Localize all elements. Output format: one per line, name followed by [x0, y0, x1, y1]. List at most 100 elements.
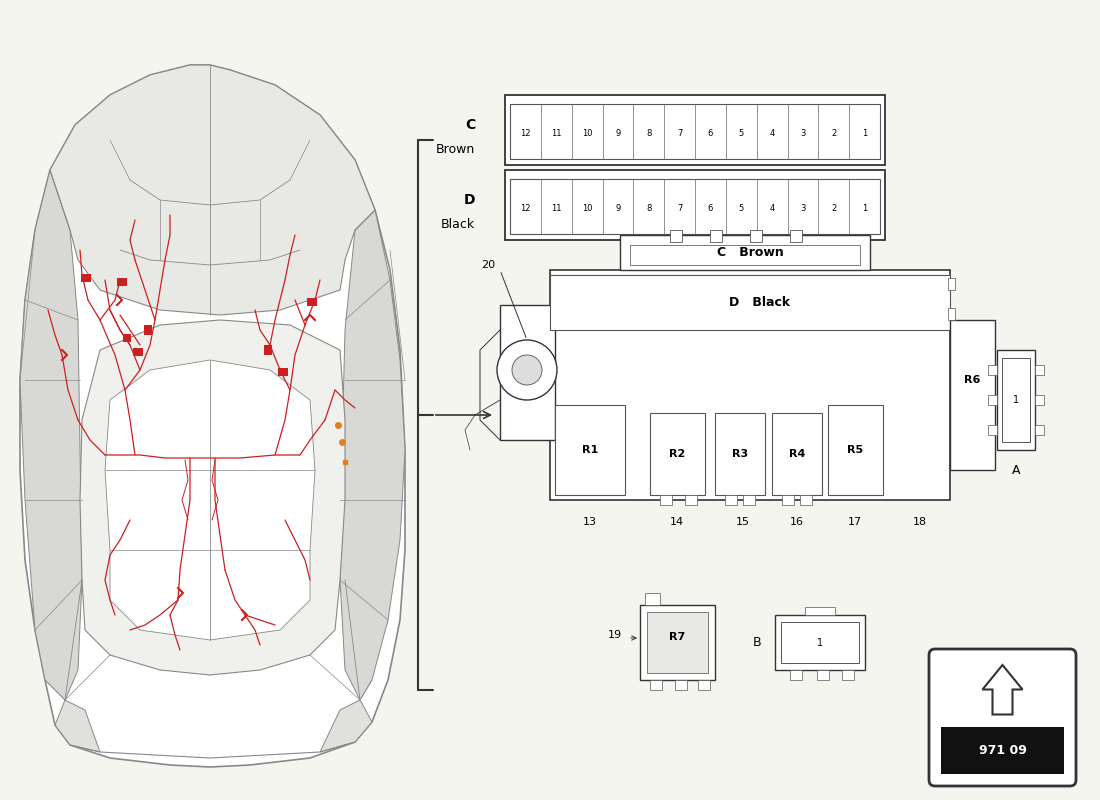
- Bar: [550, 270, 950, 500]
- FancyBboxPatch shape: [930, 649, 1076, 786]
- Bar: [670, 230, 682, 242]
- Text: 9: 9: [615, 204, 620, 213]
- Polygon shape: [80, 320, 345, 675]
- Polygon shape: [55, 700, 100, 752]
- Bar: [1035, 425, 1044, 435]
- Text: 17: 17: [848, 517, 862, 527]
- Text: Brown: Brown: [436, 143, 475, 156]
- Bar: [782, 495, 794, 505]
- Text: 7: 7: [676, 129, 682, 138]
- Bar: [710, 230, 722, 242]
- Text: R3: R3: [732, 449, 748, 459]
- Bar: [750, 230, 762, 242]
- Bar: [123, 334, 131, 342]
- Bar: [725, 495, 737, 505]
- Circle shape: [512, 355, 542, 385]
- Bar: [650, 680, 662, 690]
- Bar: [550, 275, 950, 330]
- Text: D: D: [463, 194, 475, 207]
- Bar: [81, 274, 91, 282]
- Text: R7: R7: [670, 633, 685, 642]
- Bar: [645, 593, 660, 605]
- Bar: [556, 405, 625, 495]
- Polygon shape: [340, 210, 405, 700]
- Bar: [940, 726, 1064, 774]
- Bar: [505, 170, 886, 240]
- Text: 4: 4: [770, 204, 774, 213]
- Bar: [650, 413, 705, 495]
- Bar: [997, 350, 1035, 450]
- Bar: [948, 308, 955, 320]
- Bar: [133, 348, 143, 356]
- Bar: [647, 612, 708, 673]
- Text: 6: 6: [707, 204, 713, 213]
- Text: 2: 2: [832, 204, 836, 213]
- Text: 9: 9: [615, 129, 620, 138]
- Text: 8: 8: [646, 204, 651, 213]
- Text: 16: 16: [790, 517, 804, 527]
- Text: 6: 6: [707, 129, 713, 138]
- Bar: [510, 179, 880, 234]
- Polygon shape: [20, 170, 82, 700]
- Text: R2: R2: [670, 449, 685, 459]
- Text: 20: 20: [481, 260, 495, 270]
- Text: 3: 3: [800, 204, 805, 213]
- Bar: [264, 345, 272, 355]
- Text: D   Black: D Black: [729, 295, 791, 309]
- Text: R1: R1: [582, 445, 598, 455]
- Bar: [1002, 358, 1030, 442]
- Text: 10: 10: [582, 204, 592, 213]
- Text: 15: 15: [736, 517, 750, 527]
- Text: 19: 19: [608, 630, 623, 640]
- Bar: [685, 495, 697, 505]
- Bar: [817, 670, 829, 680]
- Bar: [988, 365, 997, 375]
- Bar: [842, 670, 854, 680]
- Text: R5: R5: [847, 445, 864, 455]
- Bar: [500, 305, 556, 440]
- Text: Black: Black: [441, 218, 475, 231]
- Bar: [805, 607, 835, 615]
- Text: C   Brown: C Brown: [716, 246, 783, 259]
- Text: 1: 1: [817, 638, 823, 647]
- Bar: [630, 245, 860, 265]
- Text: 1: 1: [862, 129, 867, 138]
- Text: 5: 5: [738, 204, 744, 213]
- Bar: [620, 235, 870, 270]
- Bar: [1035, 395, 1044, 405]
- Text: 971 09: 971 09: [979, 744, 1026, 757]
- Polygon shape: [982, 665, 1023, 714]
- Text: 1: 1: [1013, 395, 1019, 405]
- Text: 11: 11: [551, 204, 561, 213]
- Bar: [800, 495, 812, 505]
- Bar: [781, 622, 859, 663]
- Text: 10: 10: [582, 129, 592, 138]
- Text: 1: 1: [862, 204, 867, 213]
- Bar: [510, 104, 880, 159]
- Polygon shape: [320, 700, 372, 752]
- Text: 8: 8: [646, 129, 651, 138]
- Text: B: B: [752, 636, 761, 649]
- Bar: [948, 278, 955, 290]
- Polygon shape: [20, 65, 405, 767]
- Bar: [660, 495, 672, 505]
- Polygon shape: [50, 65, 375, 315]
- Bar: [1035, 365, 1044, 375]
- Bar: [675, 680, 688, 690]
- Bar: [698, 680, 710, 690]
- Circle shape: [497, 340, 557, 400]
- Text: A: A: [1012, 463, 1021, 477]
- Bar: [950, 320, 996, 470]
- Text: 18: 18: [913, 517, 927, 527]
- Text: 7: 7: [676, 204, 682, 213]
- Bar: [640, 605, 715, 680]
- Bar: [505, 95, 886, 165]
- Text: 5: 5: [738, 129, 744, 138]
- Text: 2: 2: [832, 129, 836, 138]
- Bar: [776, 615, 865, 670]
- Text: 4: 4: [770, 129, 774, 138]
- Bar: [117, 278, 126, 286]
- Bar: [742, 495, 755, 505]
- Text: R6: R6: [965, 375, 981, 385]
- Text: 12: 12: [520, 204, 530, 213]
